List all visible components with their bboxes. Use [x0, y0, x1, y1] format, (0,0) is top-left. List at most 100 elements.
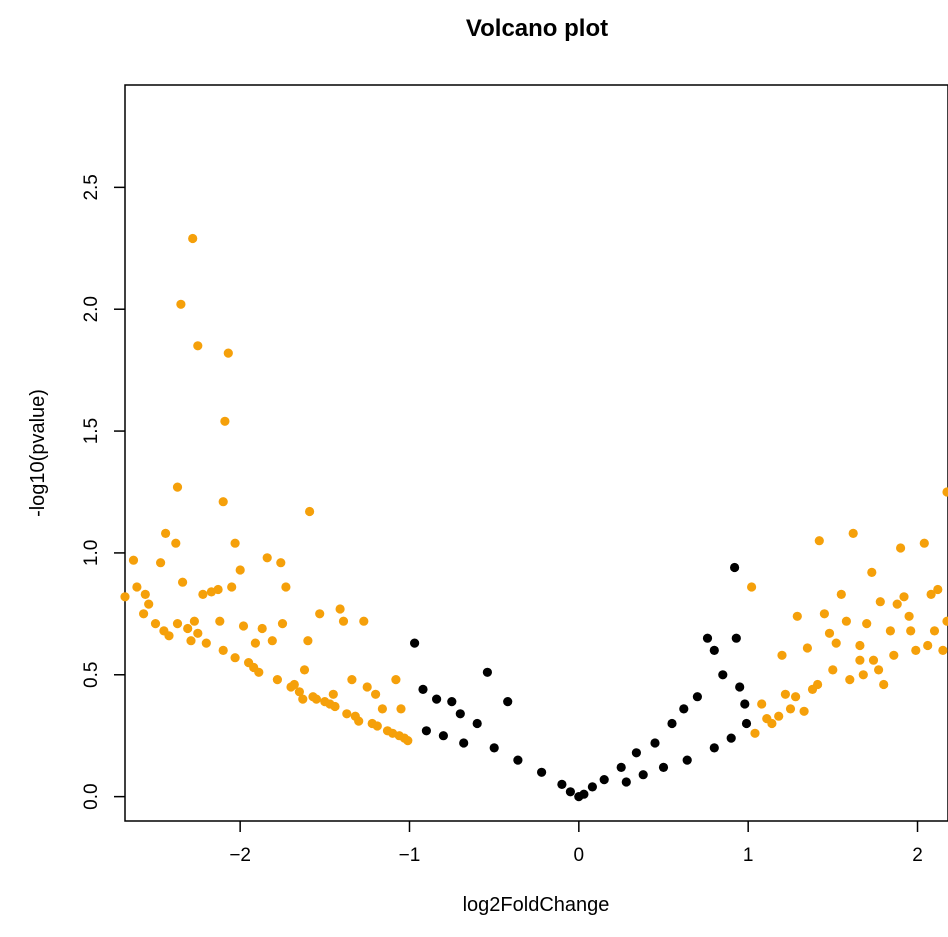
data-point [267, 636, 277, 646]
data-point [447, 697, 457, 707]
data-point [189, 616, 199, 626]
data-point [421, 726, 431, 736]
x-tick-label: −2 [229, 845, 251, 866]
data-point [198, 589, 208, 600]
data-point [178, 577, 188, 587]
data-point [911, 645, 921, 656]
data-point [188, 233, 198, 244]
data-point [338, 616, 349, 626]
data-point [679, 704, 689, 714]
data-point [791, 692, 801, 702]
data-point [785, 704, 796, 714]
data-point [841, 616, 852, 626]
data-point [223, 348, 233, 358]
x-tick-label: 2 [912, 845, 923, 866]
data-point [144, 599, 154, 609]
data-point [277, 619, 288, 629]
data-point [371, 689, 381, 699]
data-point [855, 640, 865, 651]
data-point [862, 619, 872, 629]
data-point [489, 743, 499, 753]
data-point [140, 589, 150, 600]
data-point [372, 721, 382, 731]
data-point [875, 597, 885, 607]
data-point [709, 645, 719, 656]
data-point [176, 299, 186, 309]
data-point [762, 714, 772, 724]
data-point [537, 767, 547, 777]
data-point [403, 736, 413, 746]
data-point [391, 675, 401, 685]
data-point [757, 699, 767, 709]
data-point [183, 623, 193, 634]
data-point [836, 589, 846, 600]
data-point [305, 506, 315, 517]
data-point [238, 621, 249, 631]
data-point [831, 638, 841, 648]
data-point [272, 675, 282, 685]
data-point [315, 609, 325, 619]
data-point [942, 616, 948, 626]
data-point [230, 538, 240, 548]
data-point [906, 626, 916, 636]
data-point [845, 675, 855, 685]
data-point [213, 584, 223, 595]
plot-frame [124, 84, 948, 822]
data-point [892, 599, 902, 609]
data-point [867, 567, 877, 578]
data-point [933, 584, 943, 595]
data-point [281, 582, 291, 592]
data-point [616, 762, 626, 773]
data-point [899, 592, 909, 602]
y-tick-label: 0.5 [81, 662, 102, 688]
data-point [289, 679, 299, 690]
data-point [418, 684, 428, 695]
data-point [929, 626, 940, 636]
data-point [638, 770, 648, 780]
data-point [186, 636, 196, 646]
data-point [347, 675, 357, 685]
data-point [330, 701, 340, 712]
data-point [658, 762, 669, 773]
data-point [777, 650, 787, 660]
y-tick-label: 1.0 [81, 540, 102, 566]
data-point [250, 638, 260, 648]
data-point [276, 558, 286, 568]
data-point [702, 633, 713, 643]
data-point [455, 709, 465, 719]
data-point [824, 628, 835, 638]
data-point [438, 731, 448, 741]
data-point [172, 619, 183, 629]
data-point [172, 482, 183, 492]
data-point [120, 592, 130, 602]
data-point [587, 782, 598, 792]
data-point [161, 528, 171, 539]
data-point [792, 611, 802, 621]
y-tick-label: 0.0 [81, 783, 102, 809]
data-point [709, 743, 719, 753]
data-point [201, 638, 211, 648]
data-point [730, 562, 740, 573]
data-point [747, 582, 757, 592]
y-axis: 0.0 0.5 1.0 1.5 2.0 2.5 [81, 174, 125, 810]
data-point [682, 755, 692, 765]
data-point [741, 718, 752, 729]
data-point [718, 670, 728, 680]
data-point [303, 636, 313, 646]
data-point [740, 699, 750, 709]
data-point [254, 667, 264, 677]
data-point [814, 536, 824, 546]
data-point [335, 604, 345, 614]
data-point [128, 555, 139, 565]
data-point [482, 667, 492, 677]
data-point [731, 633, 741, 643]
data-point [621, 777, 631, 787]
data-point [919, 538, 929, 548]
data-point [774, 711, 784, 721]
data-point [262, 553, 272, 563]
data-point [942, 487, 948, 497]
data-point [855, 655, 865, 665]
data-point [298, 694, 308, 704]
data-points [120, 233, 948, 802]
